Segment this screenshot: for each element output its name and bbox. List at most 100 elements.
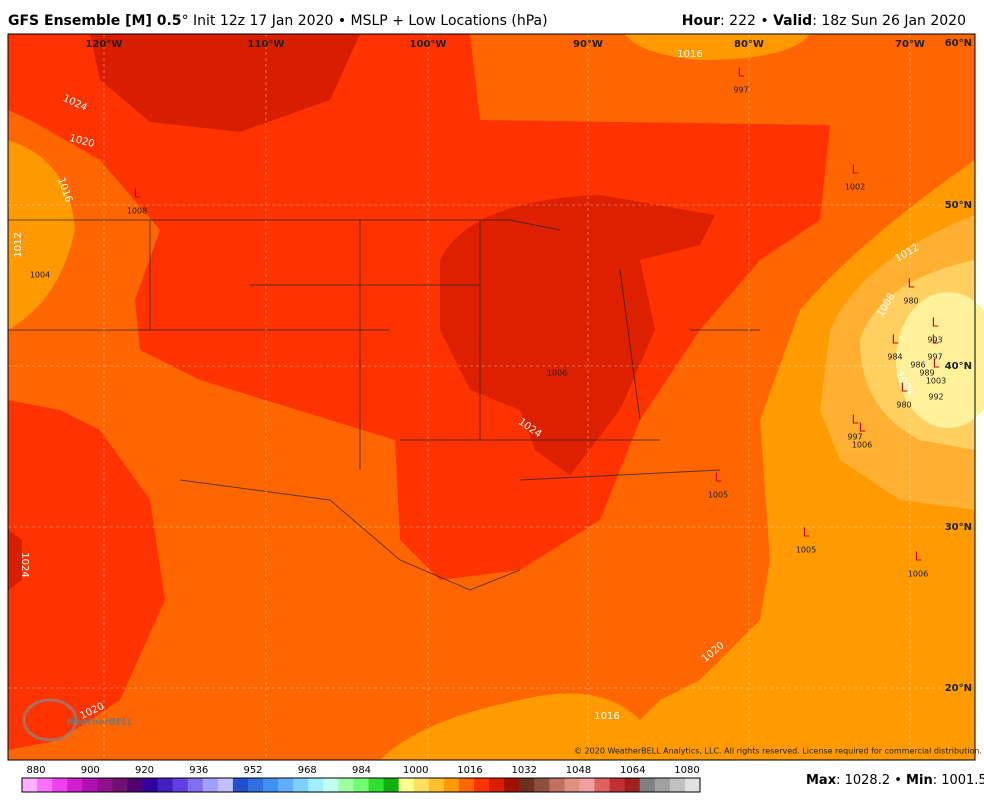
colorbar-swatch	[669, 778, 686, 792]
colorbar-label: 984	[352, 765, 371, 776]
isobar-label: 1016	[594, 711, 619, 722]
longitude-label: 100°W	[410, 39, 447, 50]
colorbar-swatch	[127, 778, 144, 792]
colorbar-swatch	[142, 778, 159, 792]
hour-value: : 222 •	[720, 13, 773, 29]
low-pressure-value: 1002	[845, 183, 865, 192]
colorbar-swatch	[82, 778, 98, 792]
longitude-label: 80°W	[734, 39, 764, 50]
low-marker: L	[933, 357, 940, 371]
colorbar-swatch	[594, 778, 611, 792]
low-marker: L	[892, 333, 899, 347]
low-marker: L	[803, 526, 810, 540]
colorbar-label: 1080	[674, 765, 699, 776]
colorbar-swatch	[293, 778, 309, 792]
colorbar-swatch	[232, 778, 249, 792]
colorbar-swatch	[368, 778, 385, 792]
longitude-label: 90°W	[573, 39, 603, 50]
header-info: ° Init 12z 17 Jan 2020 • MSLP + Low Loca…	[182, 13, 548, 29]
colorbar-swatch	[383, 778, 400, 792]
min-value: : 1001.5	[933, 773, 984, 788]
low-pressure-value: 1005	[708, 491, 728, 500]
low-pressure-value: 997	[847, 433, 862, 442]
header-right: Hour: 222 • Valid: 18z Sun 26 Jan 2020	[682, 13, 966, 29]
colorbar-swatch	[52, 778, 68, 792]
low-marker: L	[932, 316, 939, 330]
colorbar-swatch	[157, 778, 174, 792]
low-pressure-value: 989	[919, 369, 934, 378]
colorbar-swatch	[37, 778, 53, 792]
colorbar-swatch	[263, 778, 279, 792]
colorbar-swatch	[398, 778, 415, 792]
colorbar-swatch	[474, 778, 490, 792]
isobar-label: 1012	[13, 232, 24, 257]
max-value: : 1028.2 •	[836, 773, 906, 788]
low-pressure-value: 1005	[796, 546, 816, 555]
colorbar-swatch	[579, 778, 596, 792]
map-fill	[7, 33, 984, 761]
header-title: GFS Ensemble [M] 0.5	[8, 13, 182, 29]
isobar-label: 1024	[19, 552, 30, 577]
low-marker: L	[932, 333, 939, 347]
colorbar-swatch	[489, 778, 505, 792]
header-left: GFS Ensemble [M] 0.5° Init 12z 17 Jan 20…	[8, 13, 548, 29]
low-marker: L	[859, 421, 866, 435]
low-pressure-value: 980	[896, 401, 911, 410]
longitude-label: 110°W	[248, 39, 285, 50]
latitude-label: 40°N	[945, 361, 972, 372]
low-pressure-value: 1003	[926, 377, 946, 386]
low-marker: L	[715, 471, 722, 485]
colorbar-swatch	[353, 778, 370, 792]
colorbar-label: 1064	[620, 765, 645, 776]
low-pressure-value: 984	[887, 353, 902, 362]
colorbar-swatch	[338, 778, 354, 792]
longitude-label: 120°W	[86, 39, 123, 50]
low-marker: L	[738, 66, 745, 80]
colorbar-swatch	[428, 778, 445, 792]
colorbar-swatch	[172, 778, 189, 792]
low-pressure-value: 997	[733, 86, 748, 95]
colorbar-swatch	[97, 778, 113, 792]
colorbar-swatch	[684, 778, 701, 792]
colorbar-swatch	[549, 778, 565, 792]
colorbar-label: 900	[81, 765, 100, 776]
colorbar-label: 1016	[457, 765, 482, 776]
colorbar-swatch	[564, 778, 580, 792]
colorbar-swatch	[308, 778, 324, 792]
colorbar-swatch	[202, 778, 219, 792]
low-pressure-value: 993	[927, 336, 942, 345]
footer: Max: 1028.2 • Min: 1001.5	[806, 773, 984, 788]
colorbar-label: 880	[26, 765, 45, 776]
low-marker: L	[901, 381, 908, 395]
low-marker: L	[915, 550, 922, 564]
isobar-label: 1016	[677, 49, 702, 60]
low-marker: L	[134, 187, 141, 201]
low-marker: L	[852, 413, 859, 427]
low-pressure-value: 992	[928, 393, 943, 402]
colorbar-swatch	[624, 778, 641, 792]
copyright: © 2020 WeatherBELL Analytics, LLC. All r…	[574, 747, 982, 756]
colorbar-swatch	[248, 778, 264, 792]
valid-value: : 18z Sun 26 Jan 2020	[812, 13, 966, 29]
colorbar-label: 968	[298, 765, 317, 776]
colorbar-label: 936	[189, 765, 208, 776]
colorbar-swatch	[217, 778, 234, 792]
colorbar-swatch	[458, 778, 475, 792]
low-marker: L	[908, 277, 915, 291]
latitude-label: 60°N	[945, 38, 972, 49]
colorbar-swatch	[187, 778, 204, 792]
colorbar-swatch	[67, 778, 83, 792]
low-pressure-value: 1006	[852, 441, 872, 450]
latitude-label: 50°N	[945, 200, 972, 211]
colorbar-label: 920	[135, 765, 154, 776]
longitude-label: 70°W	[895, 39, 925, 50]
colorbar-swatch	[639, 778, 656, 792]
colorbar-swatch	[22, 778, 38, 792]
colorbar-border	[21, 777, 701, 793]
colorbar-swatch	[443, 778, 460, 792]
colorbar-swatch	[534, 778, 550, 792]
low-pressure-value: 1004	[30, 271, 50, 280]
colorbar-swatch	[323, 778, 339, 792]
